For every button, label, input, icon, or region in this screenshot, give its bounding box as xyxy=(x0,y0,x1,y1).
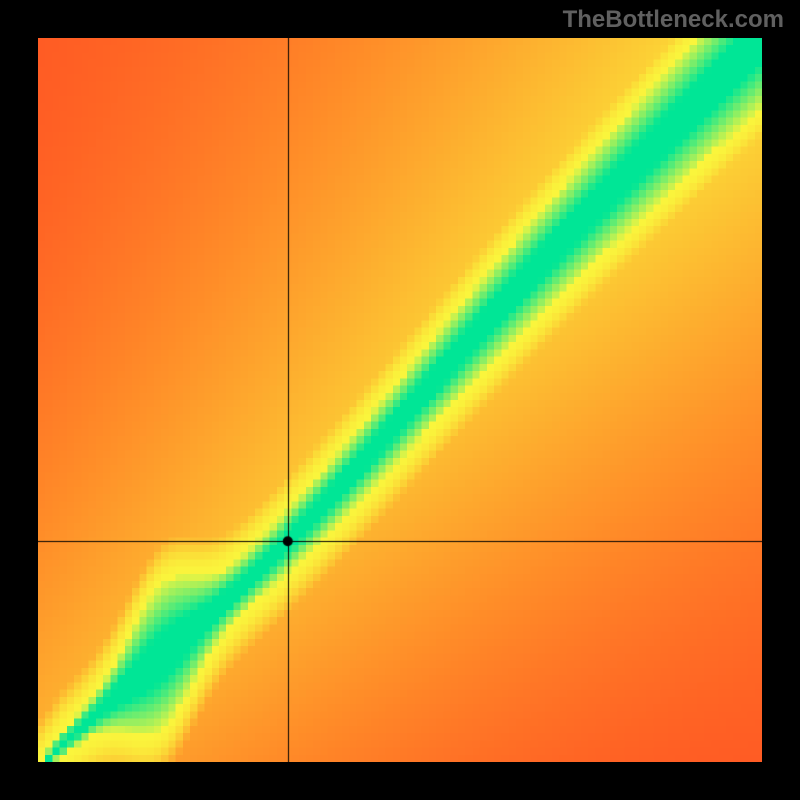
crosshair-overlay xyxy=(38,38,762,762)
watermark-text: TheBottleneck.com xyxy=(563,6,784,34)
plot-area xyxy=(38,38,762,762)
outer-frame xyxy=(0,0,800,800)
